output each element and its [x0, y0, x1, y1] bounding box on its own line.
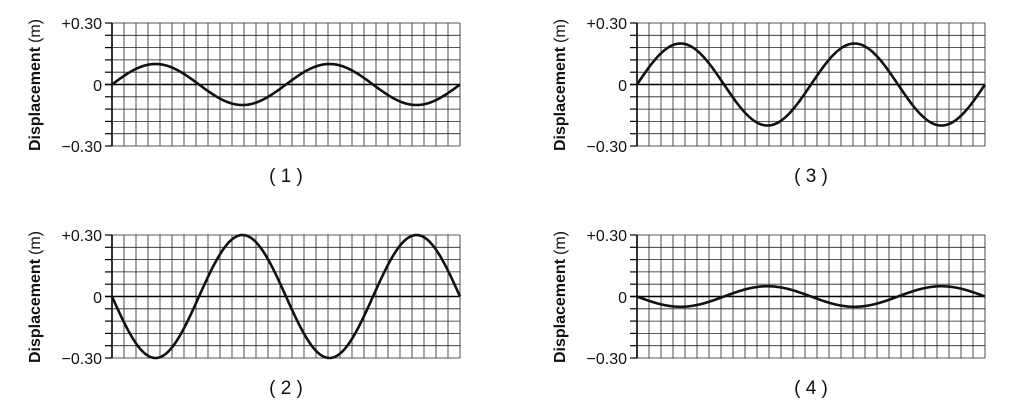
- wave-curve: [111, 62, 461, 107]
- y-axis-label: Displacement(m): [27, 231, 44, 363]
- wave-curve: [110, 233, 462, 360]
- wave-curve: [635, 42, 987, 127]
- wave-curve: [636, 284, 986, 309]
- y-tick-bottom: −0.30: [62, 139, 103, 156]
- y-tick-zero: 0: [93, 290, 102, 307]
- y-axis-label: Displacement(m): [552, 19, 569, 151]
- chart-svg-4: Displacement(m) +0.30 0 −0.30 ( 4 ): [552, 228, 986, 399]
- y-tick-bottom: −0.30: [587, 139, 628, 156]
- chart-caption: ( 4 ): [794, 378, 828, 399]
- chart-panel-2: Displacement(m) +0.30 0 −0.30 ( 2 ): [0, 212, 480, 412]
- y-tick-top: +0.30: [587, 16, 628, 33]
- y-tick-zero: 0: [618, 78, 627, 95]
- chart-panel-4: Displacement(m) +0.30 0 −0.30 ( 4 ): [525, 212, 1005, 412]
- axes: [630, 22, 985, 147]
- curve-layer: [635, 42, 987, 127]
- y-tick-top: +0.30: [62, 16, 103, 33]
- y-axis-label: Displacement(m): [552, 231, 569, 363]
- chart-caption: ( 2 ): [269, 378, 303, 399]
- y-axis-label: Displacement(m): [27, 19, 44, 151]
- y-tick-bottom: −0.30: [587, 351, 628, 368]
- curve-layer: [636, 284, 986, 309]
- axes: [105, 234, 460, 359]
- y-tick-top: +0.30: [587, 228, 628, 245]
- y-tick-bottom: −0.30: [62, 351, 103, 368]
- chart-svg-3: Displacement(m) +0.30 0 −0.30 ( 3 ): [552, 16, 987, 187]
- curve-layer: [111, 62, 461, 107]
- axes: [105, 22, 460, 147]
- chart-caption: ( 3 ): [794, 166, 828, 187]
- chart-svg-1: Displacement(m) +0.30 0 −0.30 ( 1 ): [27, 16, 461, 187]
- y-tick-zero: 0: [618, 290, 627, 307]
- y-tick-top: +0.30: [62, 228, 103, 245]
- chart-svg-2: Displacement(m) +0.30 0 −0.30 ( 2 ): [27, 228, 462, 399]
- chart-panel-1: Displacement(m) +0.30 0 −0.30 ( 1 ): [0, 0, 480, 200]
- curve-layer: [110, 233, 462, 360]
- y-tick-zero: 0: [93, 78, 102, 95]
- chart-panel-3: Displacement(m) +0.30 0 −0.30 ( 3 ): [525, 0, 1005, 200]
- chart-caption: ( 1 ): [269, 166, 303, 187]
